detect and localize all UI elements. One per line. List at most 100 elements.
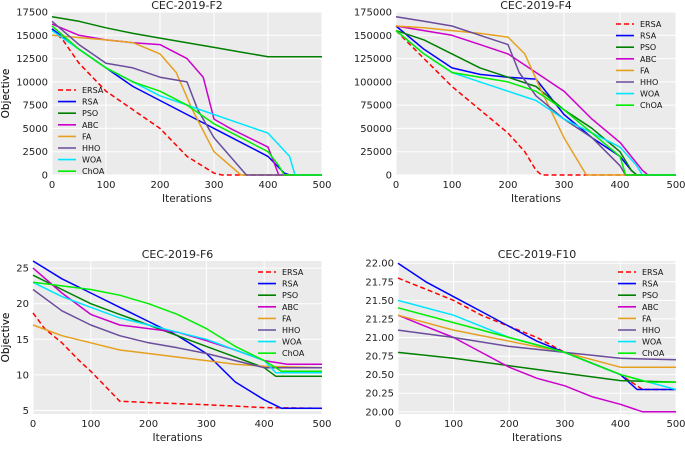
y-tick-label: 15 <box>16 335 29 346</box>
series-line-pso <box>397 351 677 383</box>
series-line-ersa <box>397 277 676 391</box>
legend-label-rsa: RSA <box>82 98 99 107</box>
x-axis-label: Iterations <box>511 193 561 205</box>
y-axis-label: Objective <box>0 69 12 119</box>
y-tick-label: 75000 <box>360 101 392 112</box>
y-tick-label: 150000 <box>354 31 392 42</box>
legend-label-ersa: ERSA <box>642 268 664 277</box>
x-tick-label: 200 <box>498 180 517 191</box>
x-tick-label: 500 <box>666 419 685 430</box>
y-tick-label: 5 <box>23 406 29 417</box>
y-tick-label: 2500 <box>23 147 48 158</box>
x-tick-label: 300 <box>197 419 216 430</box>
legend-label-woa: WOA <box>282 338 302 347</box>
x-tick-label: 0 <box>49 180 55 191</box>
series-line-pso <box>51 15 322 58</box>
legend-label-woa: WOA <box>640 90 660 99</box>
y-tick-label: 125000 <box>354 54 392 65</box>
chart-title: CEC-2019-F2 <box>151 0 223 12</box>
y-tick-label: 0 <box>386 171 392 182</box>
legend: ERSA RSA PSO ABC FA HHO WOA ChOA <box>258 268 305 358</box>
series-line-abc <box>397 314 676 413</box>
x-tick-label: 100 <box>442 180 461 191</box>
legend-label-hho: HHO <box>282 326 300 335</box>
x-axis-label: Iterations <box>512 432 562 444</box>
legend-label-fa: FA <box>82 132 92 141</box>
y-tick-label: 50000 <box>360 124 392 135</box>
legend-label-rsa: RSA <box>640 32 657 41</box>
series-line-fa <box>395 25 676 176</box>
series-line-rsa <box>397 262 676 391</box>
y-tick-label: 7500 <box>23 101 48 112</box>
y-tick-label: 10 <box>16 370 29 381</box>
y-tick-label: 15000 <box>16 31 48 42</box>
legend-label-fa: FA <box>642 314 652 323</box>
x-tick-label: 200 <box>150 180 169 191</box>
x-tick-label: 500 <box>666 180 685 191</box>
y-tick-label: 0 <box>42 171 48 182</box>
series-line-woa <box>32 281 322 374</box>
y-tick-label: 20.75 <box>365 352 394 363</box>
chart-title: CEC-2019-F10 <box>498 248 577 261</box>
chart-panel-3: 0 100 200 300 400 500 5 10 15 20 25 CEC-2019-F6 Iter… <box>0 248 332 444</box>
legend-label-choa: ChOA <box>282 349 305 358</box>
legend-label-ersa: ERSA <box>82 86 104 95</box>
x-tick-label: 0 <box>30 419 36 430</box>
series-line-fa <box>51 34 322 176</box>
x-tick-label: 200 <box>500 419 519 430</box>
legend-label-pso: PSO <box>642 291 658 300</box>
y-tick-label: 20 <box>16 299 29 310</box>
y-tick-label: 21.75 <box>365 277 394 288</box>
x-tick-label: 400 <box>610 180 629 191</box>
legend-label-pso: PSO <box>282 291 298 300</box>
series-line-hho <box>397 329 677 361</box>
y-tick-label: 20.25 <box>365 389 394 400</box>
legend: ERSA RSA PSO ABC FA HHO WOA ChOA <box>616 20 663 110</box>
legend-label-hho: HHO <box>642 326 660 335</box>
plot-area <box>33 261 322 414</box>
y-tick-label: 25000 <box>360 147 392 158</box>
legend: ERSA RSA PSO ABC FA HHO WOA ChOA <box>618 268 665 358</box>
y-tick-label: 20.50 <box>365 370 394 381</box>
legend-label-woa: WOA <box>82 156 102 165</box>
legend-label-fa: FA <box>282 314 292 323</box>
x-tick-label: 300 <box>554 180 573 191</box>
x-tick-label: 0 <box>395 419 401 430</box>
y-tick-label: 175000 <box>354 8 392 19</box>
series-line-fa <box>397 314 676 368</box>
series-line-abc <box>395 25 676 176</box>
chart-panel-4: 0 100 200 300 400 50020.0020.2520.5020.7521.0… <box>0 248 685 444</box>
x-tick-label: 400 <box>611 419 630 430</box>
y-tick-label: 22.00 <box>365 259 394 270</box>
y-tick-label: 100000 <box>354 77 392 88</box>
legend: ERSA RSA PSO ABC FA HHO WOA ChOA <box>58 86 105 176</box>
series-line-fa <box>32 324 323 369</box>
x-tick-label: 500 <box>312 419 331 430</box>
legend-label-rsa: RSA <box>642 280 659 289</box>
y-axis-label: Objective <box>0 69 12 119</box>
y-tick-label: 20.00 <box>365 407 394 418</box>
series-line-pso <box>32 274 322 378</box>
x-tick-label: 300 <box>555 419 574 430</box>
series-line-choa <box>32 281 322 373</box>
y-tick-label: 21.50 <box>365 296 394 307</box>
chart-title: CEC-2019-F4 <box>500 0 572 12</box>
legend-label-abc: ABC <box>82 121 99 130</box>
y-tick-label: 5000 <box>23 124 48 135</box>
x-tick-label: 100 <box>444 419 463 430</box>
x-tick-label: 400 <box>258 180 277 191</box>
y-tick-label: 10000 <box>16 77 48 88</box>
series-line-choa <box>395 30 676 176</box>
x-tick-label: 200 <box>139 419 158 430</box>
legend-label-woa: WOA <box>642 338 662 347</box>
legend-label-hho: HHO <box>640 78 658 87</box>
chart-panel-1: 0 100 200 300 400 500025005000750010000125001… <box>0 0 332 205</box>
y-axis-label: Objective <box>0 313 12 363</box>
series-line-ersa <box>32 312 323 410</box>
legend-label-choa: ChOA <box>642 349 665 358</box>
legend-label-abc: ABC <box>640 55 657 64</box>
y-axis-label: Objective <box>0 313 12 363</box>
legend-label-choa: ChOA <box>82 167 105 176</box>
x-tick-label: 100 <box>81 419 100 430</box>
